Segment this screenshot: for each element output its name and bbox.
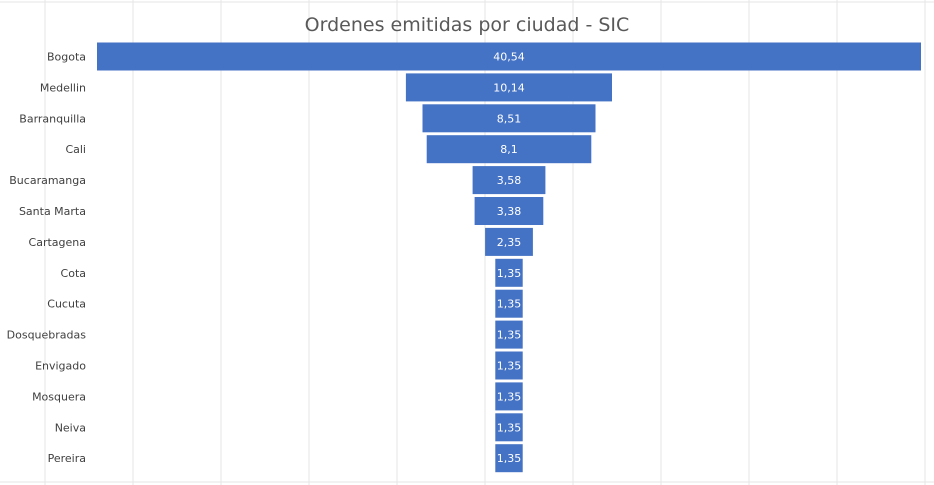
data-label: 1,35 bbox=[497, 452, 522, 465]
data-label: 1,35 bbox=[497, 421, 522, 434]
category-label: Cota bbox=[61, 267, 86, 280]
category-label: Pereira bbox=[48, 452, 86, 465]
funnel-bar bbox=[474, 197, 544, 225]
bars-group bbox=[97, 42, 921, 473]
funnel-bar bbox=[97, 42, 921, 71]
funnel-bar bbox=[426, 135, 592, 164]
data-label: 3,58 bbox=[497, 174, 522, 187]
funnel-bar bbox=[422, 104, 596, 133]
funnel-bar bbox=[495, 382, 523, 411]
funnel-bar bbox=[485, 227, 533, 256]
data-labels: 40,54 10,14 8,51 8,1 3,58 3,38 2,35 1,35 1,35 1,3… bbox=[493, 51, 525, 466]
data-label: 3,38 bbox=[497, 205, 522, 218]
category-label: Neiva bbox=[55, 421, 86, 434]
category-label: Barranquilla bbox=[19, 112, 86, 125]
data-label: 1,35 bbox=[497, 298, 522, 311]
data-label: 1,35 bbox=[497, 267, 522, 280]
category-label: Bucaramanga bbox=[9, 174, 86, 187]
category-label: Dosquebradas bbox=[7, 329, 87, 342]
funnel-bar bbox=[495, 320, 523, 349]
category-labels: Bogota Medellin Barranquilla Cali Bucaramang… bbox=[7, 51, 87, 466]
category-label: Cartagena bbox=[29, 236, 86, 249]
funnel-bar bbox=[495, 258, 523, 287]
funnel-bar bbox=[495, 413, 523, 442]
data-label: 8,1 bbox=[500, 143, 518, 156]
category-label: Bogota bbox=[47, 51, 86, 64]
data-label: 1,35 bbox=[497, 329, 522, 342]
funnel-bar bbox=[495, 351, 523, 380]
funnel-bar bbox=[495, 444, 523, 473]
category-label: Santa Marta bbox=[19, 205, 86, 218]
data-label: 1,35 bbox=[497, 390, 522, 403]
data-label: 1,35 bbox=[497, 360, 522, 373]
category-label: Envigado bbox=[35, 360, 86, 373]
funnel-bar bbox=[495, 289, 523, 318]
category-label: Cali bbox=[65, 143, 86, 156]
data-label: 8,51 bbox=[497, 112, 522, 125]
data-label: 40,54 bbox=[493, 51, 525, 64]
data-label: 2,35 bbox=[497, 236, 522, 249]
funnel-bar bbox=[472, 166, 546, 195]
category-label: Cucuta bbox=[47, 298, 86, 311]
funnel-bar bbox=[405, 73, 612, 102]
data-label: 10,14 bbox=[493, 81, 525, 94]
category-label: Medellin bbox=[40, 81, 86, 94]
category-label: Mosquera bbox=[32, 390, 86, 403]
chart-title: Ordenes emitidas por ciudad - SIC bbox=[305, 14, 630, 36]
